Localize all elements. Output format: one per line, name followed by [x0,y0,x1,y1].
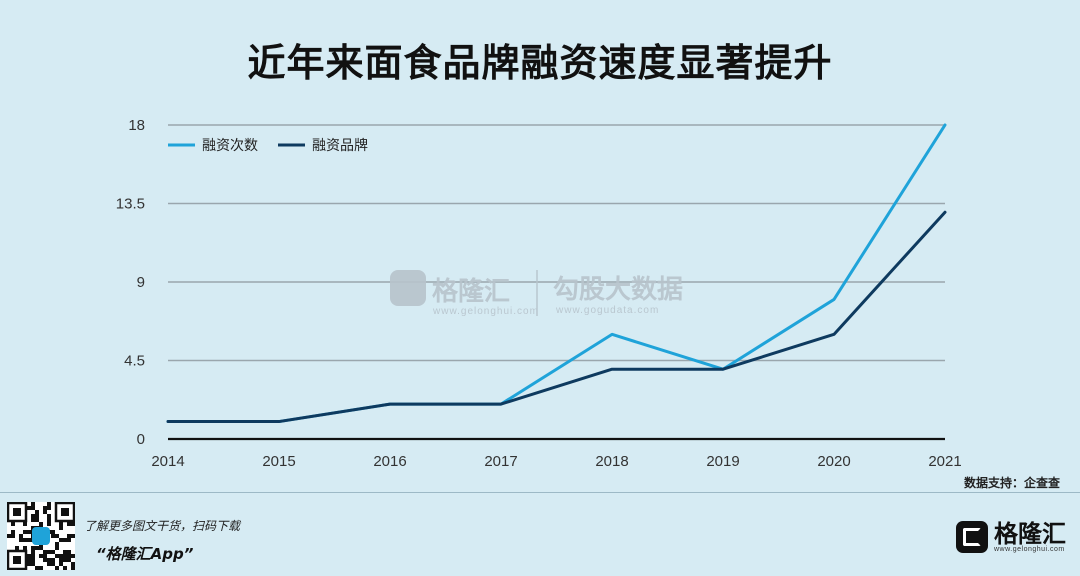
y-axis-ticks: 0 4.5 9 13.5 18 [116,117,145,448]
y-tick-label: 0 [137,431,145,448]
brand-name: 格隆汇 [994,519,1066,548]
x-tick-label: 2020 [817,453,850,470]
watermark-logo-icon [390,270,426,306]
legend-label: 融资品牌 [312,137,368,154]
line-chart: 0 4.5 9 13.5 18 2014 2015 2016 2017 2018 2019 2020… [116,117,962,470]
y-tick-label: 9 [137,274,145,291]
watermark: 格隆汇 www.gelonghui.com 勾股大数据 www.gogudata… [390,270,683,317]
legend: 融资次数 融资品牌 [168,137,368,154]
data-source: 数据支持：企查查 [963,476,1060,490]
watermark-brand2-sub: www.gogudata.com [555,305,659,316]
x-tick-label: 2021 [928,453,961,470]
chart-title: 近年来面食品牌融资速度显著提升 [247,41,833,85]
watermark-brand2: 勾股大数据 [553,275,683,305]
x-tick-label: 2019 [706,453,739,470]
series-line-2 [166,210,947,424]
footer-note: 了解更多图文干货，扫码下载 [84,519,241,533]
qr-code-icon [6,501,76,571]
series-line-1 [166,123,947,424]
y-tick-label: 13.5 [116,196,145,213]
series-lines [166,123,947,424]
x-tick-label: 2014 [151,453,184,470]
watermark-brand1: 格隆汇 [432,276,510,307]
footer-divider [0,492,1080,493]
x-tick-label: 2016 [373,453,406,470]
y-tick-label: 18 [128,117,145,134]
gridlines [168,124,945,441]
x-tick-label: 2017 [484,453,517,470]
x-axis-ticks: 2014 2015 2016 2017 2018 2019 2020 2021 [151,453,961,470]
x-tick-label: 2015 [262,453,295,470]
qr-code [6,501,76,571]
x-tick-label: 2018 [595,453,628,470]
watermark-brand1-sub: www.gelonghui.com [432,306,539,317]
legend-label: 融资次数 [202,138,258,154]
y-tick-label: 4.5 [124,353,145,370]
brand-url: www.gelonghui.com [994,545,1065,553]
footer-app-name: “格隆汇App” [96,545,194,563]
brand-logo-icon [956,521,988,553]
footer-brand: 格隆汇 www.gelonghui.com [956,520,1066,554]
